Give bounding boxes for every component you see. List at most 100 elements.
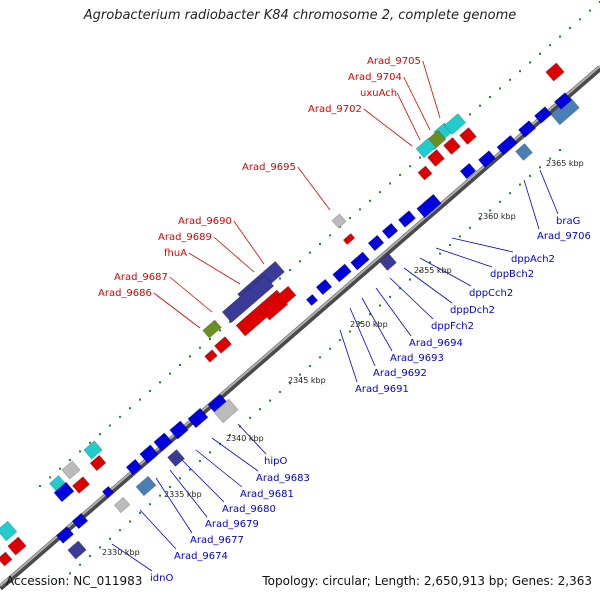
gene-feature	[113, 496, 131, 514]
leader-line	[111, 543, 153, 572]
gene-label: hipO	[264, 456, 287, 467]
gene-feature	[416, 193, 442, 219]
leader-line	[349, 307, 376, 367]
tick-dot-inner	[509, 192, 511, 195]
leader-line	[139, 509, 177, 550]
tick-dot-inner	[499, 200, 501, 203]
gene-feature	[545, 62, 565, 82]
tick-dot-outer	[199, 346, 201, 349]
gene-feature	[381, 222, 399, 240]
gene-feature	[83, 440, 103, 460]
gene-feature	[56, 526, 74, 544]
leader-line	[213, 236, 255, 273]
tick-dot-inner	[209, 451, 211, 454]
tick-dot-inner	[199, 460, 201, 463]
tick-dot-inner	[189, 468, 191, 471]
scale-labels: 2330 kbp 2335 kbp 2340 kbp 2345 kbp 2350 kbp…	[102, 159, 584, 557]
gene-label: dppDch2	[450, 305, 495, 316]
gene-feature	[427, 149, 445, 167]
tick-dot-inner	[469, 226, 471, 229]
tick-dot-outer	[469, 113, 471, 116]
gene-label: Arad_9690	[178, 216, 232, 227]
scale-label: 2335 kbp	[164, 490, 202, 499]
genome-title: Agrobacterium radiobacter K84 chromosome…	[83, 8, 517, 23]
tick-dot-inner	[109, 537, 111, 540]
tick-dot-inner	[229, 434, 231, 437]
gene-label: dppFch2	[431, 321, 474, 332]
gene-label: Arad_9692	[373, 368, 427, 379]
gene-features	[0, 62, 580, 567]
tick-dot-inner	[59, 581, 61, 583]
gene-feature	[187, 407, 209, 429]
tick-dot-inner	[279, 390, 281, 393]
gene-label: Arad_9681	[240, 489, 294, 500]
tick-dot-outer	[369, 199, 371, 202]
tick-dot-inner	[89, 555, 91, 558]
leader-line	[169, 469, 208, 518]
tick-dot-outer	[329, 234, 331, 237]
gene-label: Arad_9679	[205, 519, 259, 530]
tick-dot-inner	[179, 477, 181, 480]
gene-feature	[398, 210, 416, 228]
tick-dot-outer	[89, 441, 91, 444]
leader-line	[339, 329, 358, 383]
tick-dot-inner	[479, 218, 481, 221]
tick-dot-outer	[579, 18, 581, 21]
gene-labels: Arad_9705 Arad_9704 uxuAch Arad_9702 Arad_96…	[98, 56, 591, 584]
tick-dot-outer	[179, 364, 181, 366]
leader-line	[153, 292, 201, 329]
tick-dot-inner	[149, 503, 151, 506]
tick-dot-outer	[389, 182, 391, 185]
gene-label: Arad_9674	[174, 551, 228, 562]
gene-feature	[443, 113, 467, 135]
gene-feature	[554, 92, 572, 110]
tick-dot-outer	[589, 9, 591, 12]
scale-label: 2345 kbp	[288, 376, 326, 385]
gene-feature	[459, 127, 477, 145]
genome-summary-text: Topology: circular; Length: 2,650,913 bp…	[262, 574, 592, 588]
tick-dot-inner	[419, 269, 421, 272]
leader-line	[169, 276, 213, 313]
tick-dot-outer	[299, 260, 301, 263]
tick-dot-inner	[79, 563, 81, 566]
gene-label: Arad_9687	[114, 272, 168, 283]
tick-dot-outer	[159, 381, 161, 384]
gene-label: Arad_9691	[355, 384, 409, 395]
tick-dot-outer	[79, 450, 81, 453]
gene-label: dppAch2	[511, 254, 555, 265]
gene-label: Arad_9704	[348, 72, 402, 83]
tick-dot-outer	[69, 459, 71, 462]
tick-dot-inner	[549, 157, 551, 160]
tick-dot-outer	[499, 87, 501, 90]
tick-dot-inner	[289, 382, 291, 385]
gene-label: Arad_9694	[409, 338, 463, 349]
tick-dot-outer	[209, 338, 211, 341]
gene-feature	[135, 475, 157, 497]
gene-label: Arad_9695	[242, 162, 296, 173]
gene-feature	[534, 106, 552, 124]
tick-dot-outer	[309, 251, 311, 254]
tick-dot-inner	[309, 365, 311, 367]
gene-label: dppBch2	[490, 269, 534, 280]
gene-feature	[332, 263, 352, 283]
tick-dot-outer	[419, 156, 421, 159]
tick-dot-outer	[569, 26, 571, 29]
tick-dot-outer	[169, 372, 171, 375]
tick-dot-inner	[449, 244, 451, 247]
scale-label: 2360 kbp	[478, 212, 516, 221]
gene-label: Arad_9689	[158, 232, 212, 243]
tick-dot-inner	[299, 373, 301, 376]
gene-feature	[518, 120, 536, 138]
gene-label: dppCch2	[469, 288, 513, 299]
gene-label: Arad_9706	[537, 231, 591, 242]
leader-line	[375, 287, 412, 337]
tick-dot-inner	[159, 494, 161, 497]
tick-dot-outer	[279, 277, 281, 280]
gene-feature	[331, 213, 347, 229]
tick-dot-outer	[149, 389, 151, 392]
gene-feature	[515, 143, 533, 161]
gene-feature	[496, 134, 518, 156]
tick-dot-outer	[129, 407, 131, 410]
leader-line	[237, 423, 267, 455]
